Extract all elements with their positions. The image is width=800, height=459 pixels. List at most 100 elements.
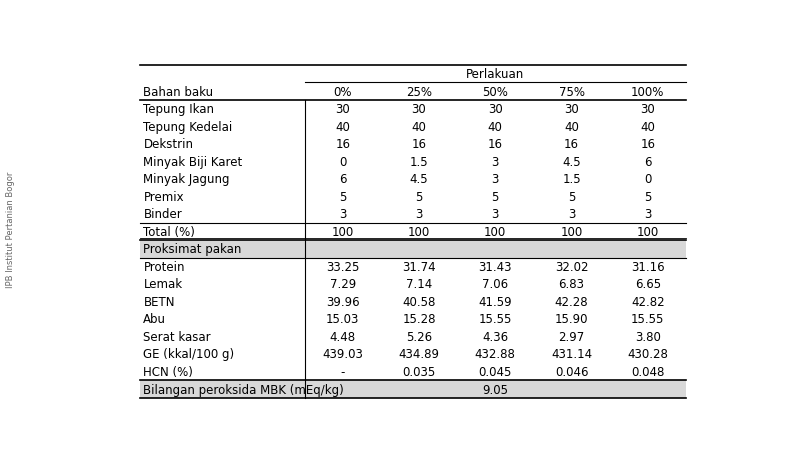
Text: 15.55: 15.55 [478, 313, 512, 326]
Text: 7.29: 7.29 [330, 278, 356, 291]
Text: 100: 100 [484, 225, 506, 238]
Text: 100: 100 [560, 225, 582, 238]
Text: 30: 30 [412, 103, 426, 116]
Text: 5: 5 [339, 190, 346, 203]
Text: 0.046: 0.046 [554, 365, 588, 378]
Text: 30: 30 [564, 103, 579, 116]
Text: 31.74: 31.74 [402, 260, 436, 273]
Text: 16: 16 [335, 138, 350, 151]
Text: 432.88: 432.88 [475, 348, 516, 361]
Text: 42.28: 42.28 [554, 295, 588, 308]
Text: -: - [341, 365, 345, 378]
Text: 30: 30 [335, 103, 350, 116]
Text: 431.14: 431.14 [551, 348, 592, 361]
Text: Proksimat pakan: Proksimat pakan [143, 243, 242, 256]
Text: 3.80: 3.80 [635, 330, 661, 343]
Text: 30: 30 [488, 103, 502, 116]
Text: 16: 16 [564, 138, 579, 151]
Text: 434.89: 434.89 [398, 348, 439, 361]
Text: 100: 100 [332, 225, 354, 238]
Text: GE (kkal/100 g): GE (kkal/100 g) [143, 348, 234, 361]
Text: Abu: Abu [143, 313, 166, 326]
Text: 3: 3 [491, 173, 499, 186]
Text: 32.02: 32.02 [554, 260, 588, 273]
Text: 0: 0 [339, 155, 346, 168]
Text: Serat kasar: Serat kasar [143, 330, 211, 343]
Text: 25%: 25% [406, 85, 432, 98]
Text: 3: 3 [491, 155, 499, 168]
Text: 4.36: 4.36 [482, 330, 508, 343]
Text: Total (%): Total (%) [143, 225, 195, 238]
Text: 15.28: 15.28 [402, 313, 436, 326]
Text: 31.16: 31.16 [631, 260, 665, 273]
Bar [140, 241, 686, 258]
Text: 5.26: 5.26 [406, 330, 432, 343]
Text: HCN (%): HCN (%) [143, 365, 194, 378]
Text: IPB Institut Pertanian Bogor: IPB Institut Pertanian Bogor [6, 172, 15, 287]
Text: Binder: Binder [143, 208, 182, 221]
Text: 439.03: 439.03 [322, 348, 363, 361]
Text: 100%: 100% [631, 85, 665, 98]
Text: 4.5: 4.5 [562, 155, 581, 168]
Text: 4.48: 4.48 [330, 330, 356, 343]
Text: 41.59: 41.59 [478, 295, 512, 308]
Text: 6: 6 [644, 155, 651, 168]
Text: 40: 40 [564, 120, 579, 134]
Text: 40.58: 40.58 [402, 295, 436, 308]
Text: 3: 3 [491, 208, 499, 221]
Text: 6.83: 6.83 [558, 278, 585, 291]
Text: 16: 16 [640, 138, 655, 151]
Text: Perlakuan: Perlakuan [466, 68, 524, 81]
Text: Bahan baku: Bahan baku [143, 85, 214, 98]
Text: Protein: Protein [143, 260, 185, 273]
Text: 0.035: 0.035 [402, 365, 436, 378]
Text: BETN: BETN [143, 295, 175, 308]
Text: 0%: 0% [334, 85, 352, 98]
Text: 2.97: 2.97 [558, 330, 585, 343]
Bar [140, 381, 686, 398]
Text: 0: 0 [644, 173, 651, 186]
Text: 3: 3 [339, 208, 346, 221]
Text: Dekstrin: Dekstrin [143, 138, 194, 151]
Text: 50%: 50% [482, 85, 508, 98]
Text: 15.90: 15.90 [554, 313, 588, 326]
Text: 1.5: 1.5 [562, 173, 581, 186]
Text: 16: 16 [488, 138, 502, 151]
Text: Bilangan peroksida MBK (mEq/kg): Bilangan peroksida MBK (mEq/kg) [143, 383, 344, 396]
Text: 430.28: 430.28 [627, 348, 668, 361]
Text: Tepung Kedelai: Tepung Kedelai [143, 120, 233, 134]
Text: Lemak: Lemak [143, 278, 182, 291]
Text: 7.06: 7.06 [482, 278, 508, 291]
Text: 16: 16 [411, 138, 426, 151]
Text: 7.14: 7.14 [406, 278, 432, 291]
Text: 40: 40 [411, 120, 426, 134]
Text: Minyak Biji Karet: Minyak Biji Karet [143, 155, 242, 168]
Text: 33.25: 33.25 [326, 260, 359, 273]
Text: Premix: Premix [143, 190, 184, 203]
Text: 31.43: 31.43 [478, 260, 512, 273]
Text: 5: 5 [491, 190, 499, 203]
Text: Tepung Ikan: Tepung Ikan [143, 103, 214, 116]
Text: 39.96: 39.96 [326, 295, 359, 308]
Text: 6: 6 [339, 173, 346, 186]
Text: 5: 5 [415, 190, 422, 203]
Text: 15.03: 15.03 [326, 313, 359, 326]
Text: 0.048: 0.048 [631, 365, 665, 378]
Text: 0.045: 0.045 [478, 365, 512, 378]
Text: 42.82: 42.82 [631, 295, 665, 308]
Text: 5: 5 [644, 190, 651, 203]
Text: 40: 40 [488, 120, 502, 134]
Text: 6.65: 6.65 [634, 278, 661, 291]
Text: 3: 3 [568, 208, 575, 221]
Text: 40: 40 [640, 120, 655, 134]
Text: 40: 40 [335, 120, 350, 134]
Text: Minyak Jagung: Minyak Jagung [143, 173, 230, 186]
Text: 9.05: 9.05 [482, 383, 508, 396]
Text: 1.5: 1.5 [410, 155, 428, 168]
Text: 30: 30 [640, 103, 655, 116]
Text: 15.55: 15.55 [631, 313, 665, 326]
Text: 5: 5 [568, 190, 575, 203]
Text: 75%: 75% [558, 85, 585, 98]
Text: 100: 100 [408, 225, 430, 238]
Text: 100: 100 [637, 225, 659, 238]
